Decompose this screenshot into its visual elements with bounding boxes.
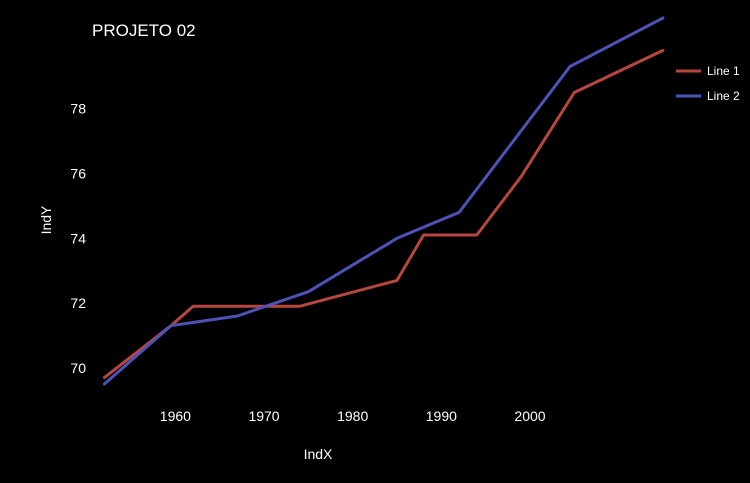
legend-label: Line 2 bbox=[707, 89, 740, 103]
x-tick-label: 1990 bbox=[426, 408, 457, 424]
x-tick-label: 1960 bbox=[160, 408, 191, 424]
series-line-2 bbox=[102, 16, 665, 386]
legend-label: Line 1 bbox=[707, 64, 740, 78]
x-axis-ticks: 1960 1970 1980 1990 2000 bbox=[160, 408, 546, 424]
x-tick-label: 1980 bbox=[337, 408, 368, 424]
y-tick-label: 70 bbox=[70, 360, 86, 376]
y-tick-label: 74 bbox=[70, 230, 86, 246]
y-tick-label: 76 bbox=[70, 165, 86, 181]
x-tick-label: 1970 bbox=[248, 408, 279, 424]
series-lines bbox=[102, 16, 665, 386]
y-axis-ticks: 70 72 74 76 78 bbox=[70, 101, 86, 376]
x-tick-label: 2000 bbox=[514, 408, 545, 424]
series-line-1 bbox=[102, 48, 665, 379]
x-axis-label: IndX bbox=[304, 446, 333, 462]
y-tick-label: 78 bbox=[70, 101, 86, 117]
chart-title: PROJETO 02 bbox=[92, 21, 196, 40]
y-axis-label: IndY bbox=[38, 205, 54, 234]
y-tick-label: 72 bbox=[70, 295, 86, 311]
legend: Line 1 Line 2 bbox=[676, 64, 740, 103]
